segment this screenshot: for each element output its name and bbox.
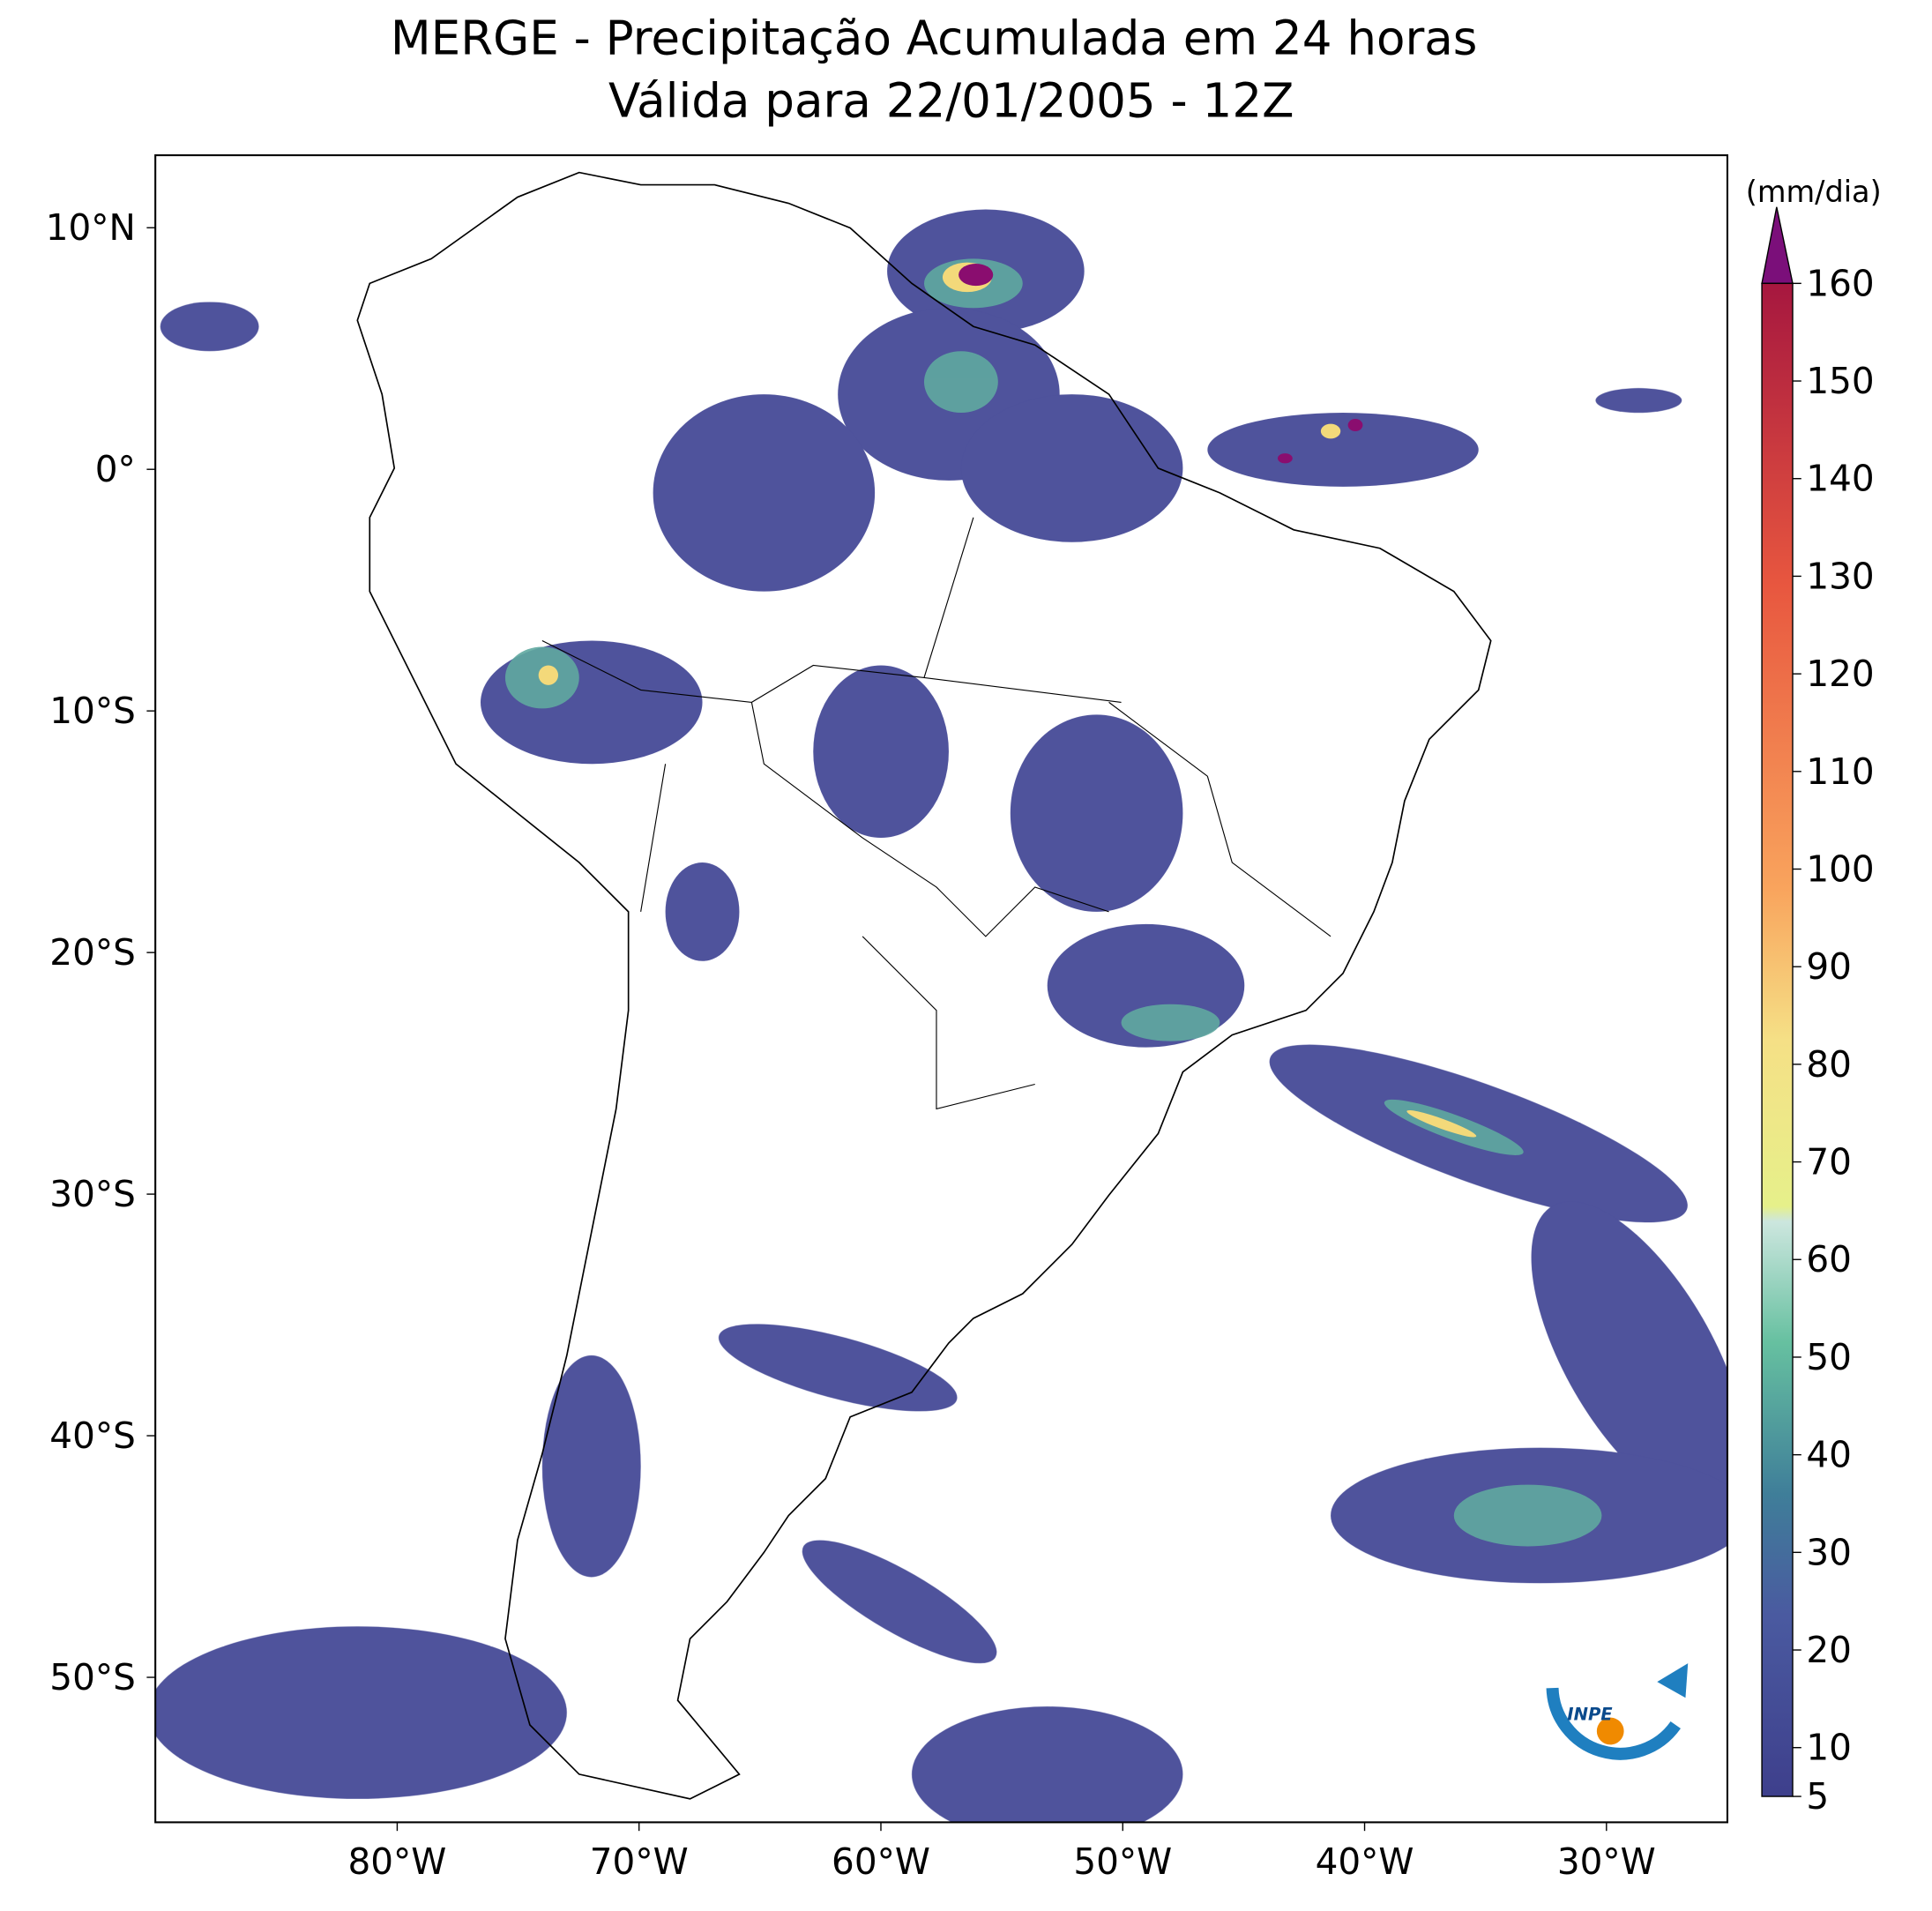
x-tick-label: 50°W bbox=[1073, 1840, 1172, 1883]
x-tick-label: 70°W bbox=[590, 1840, 689, 1883]
colorbar-label: (mm/dia) bbox=[1746, 175, 1882, 209]
colorbar bbox=[1761, 282, 1794, 1797]
precip-low bbox=[155, 209, 1727, 1823]
coastline bbox=[356, 171, 1492, 1800]
colorbar-tick-label: 80 bbox=[1806, 1043, 1852, 1086]
y-tick-label: 40°S bbox=[49, 1415, 136, 1457]
colorbar-tick-label: 150 bbox=[1806, 360, 1874, 402]
borders bbox=[541, 517, 1332, 1110]
colorbar-tick-label: 20 bbox=[1806, 1629, 1852, 1671]
x-tick-label: 40°W bbox=[1316, 1840, 1414, 1883]
colorbar-tick-label: 140 bbox=[1806, 458, 1874, 500]
precip-max bbox=[959, 263, 1363, 464]
title: MERGE - Precipitação Acumulada em 24 hor… bbox=[391, 11, 1478, 65]
colorbar-tick-label: 160 bbox=[1806, 262, 1874, 304]
y-tick-label: 10°N bbox=[46, 206, 136, 249]
colorbar-tick-label: 60 bbox=[1806, 1238, 1852, 1280]
y-tick-label: 30°S bbox=[49, 1173, 136, 1215]
colorbar-extend bbox=[1761, 206, 1794, 285]
colorbar-tick-label: 90 bbox=[1806, 945, 1852, 988]
x-tick-label: 80°W bbox=[348, 1840, 447, 1883]
x-tick-label: 60°W bbox=[832, 1840, 930, 1883]
colorbar-tick-label: 120 bbox=[1806, 653, 1874, 695]
colorbar-tick-label: 50 bbox=[1806, 1336, 1852, 1378]
colorbar-tick-label: 30 bbox=[1806, 1531, 1852, 1573]
y-tick-label: 50°S bbox=[49, 1656, 136, 1698]
x-tick-label: 30°W bbox=[1557, 1840, 1656, 1883]
subtitle: Válida para 22/01/2005 - 12Z bbox=[608, 74, 1294, 129]
map-frame bbox=[154, 153, 1728, 1824]
colorbar-tick-label: 40 bbox=[1806, 1434, 1852, 1476]
logo: INPE bbox=[1546, 1663, 1689, 1760]
colorbar-tick-label: 5 bbox=[1806, 1775, 1829, 1818]
colorbar-tick-label: 110 bbox=[1806, 750, 1874, 793]
map-area bbox=[155, 171, 1727, 1823]
colorbar-tick-label: 100 bbox=[1806, 847, 1874, 890]
y-tick-label: 0° bbox=[95, 448, 136, 490]
colorbar-tick-label: 10 bbox=[1806, 1727, 1852, 1769]
colorbar-tick-label: 130 bbox=[1806, 555, 1874, 597]
y-tick-label: 20°S bbox=[49, 931, 136, 974]
logo-text: INPE bbox=[1567, 1704, 1613, 1724]
colorbar-tick-label: 70 bbox=[1806, 1141, 1852, 1183]
y-tick-label: 10°S bbox=[49, 690, 136, 732]
